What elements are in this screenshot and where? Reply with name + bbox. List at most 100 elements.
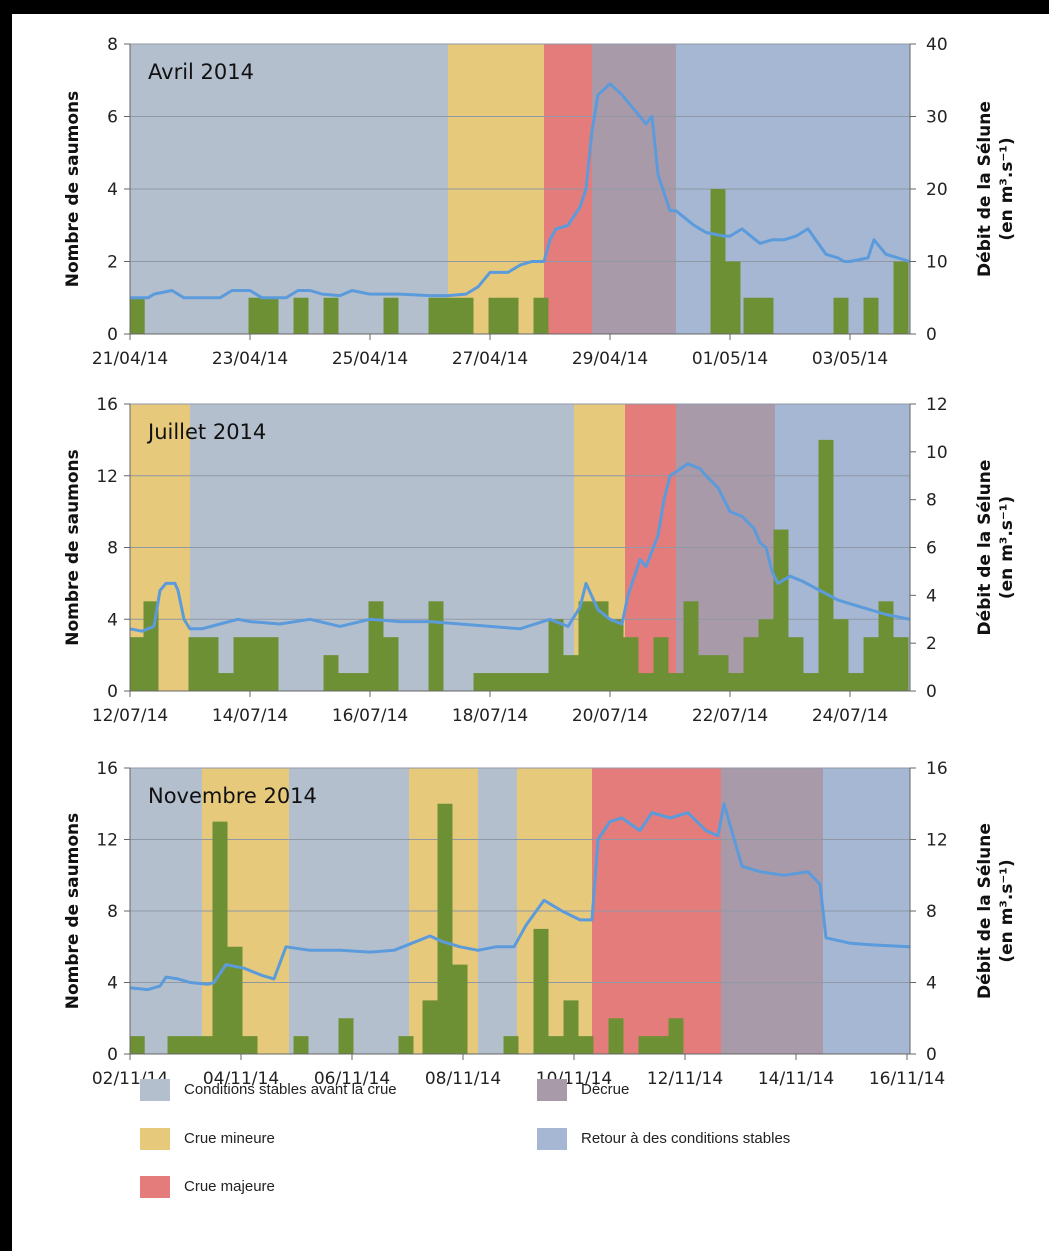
bar [773,529,789,691]
bar [713,655,729,691]
bar [638,673,654,691]
y2-tick-label: 12 [926,831,948,851]
bar [338,1018,354,1054]
x-tick-label: 24/07/14 [812,706,888,726]
bar [818,439,834,691]
y-axis-label: Nombre de saumons [63,91,83,288]
figure-frame: 0 2 4 6 8 0 10 20 30 40 21/04/14 23/04/14 25/04/14 27… [12,14,1049,1251]
y-tick-label: 2 [107,253,118,273]
bar [668,673,684,691]
bar [578,1036,594,1054]
bar [653,637,669,691]
bar [488,673,504,691]
bar [893,261,909,334]
bar [188,637,204,691]
bar [863,297,879,334]
bar [203,637,219,691]
bar [758,619,774,691]
bar [129,297,145,334]
bar [197,1036,213,1054]
y-tick-label: 8 [107,539,118,559]
bar [398,1036,414,1054]
bar [758,297,774,334]
bar [428,297,444,334]
bar [443,297,459,334]
bar [653,1036,669,1054]
y2-tick-label: 10 [926,253,948,273]
bar [129,1036,145,1054]
y-tick-label: 8 [107,35,118,55]
y2-tick-label: 0 [926,1045,937,1065]
bar [893,637,909,691]
bar [533,297,549,334]
bar [518,673,534,691]
y2-tick-label: 30 [926,108,948,128]
bar [803,673,819,691]
y-tick-label: 0 [107,1045,118,1065]
legend-label-stable-before: Conditions stables avant la crue [184,1081,397,1098]
y-axis-label: Nombre de saumons [63,449,83,646]
y2-tick-label: 12 [926,395,948,415]
y2-axis-unit: (en m³.s⁻¹) [997,859,1017,962]
chart-title: Avril 2014 [148,60,254,84]
x-tick-label: 08/11/14 [425,1069,501,1089]
y-tick-label: 4 [107,610,118,630]
bar [323,297,339,334]
bar [848,673,864,691]
bar [293,1036,309,1054]
y2-tick-label: 0 [926,682,937,702]
bar [548,1036,564,1054]
x-tick-label: 20/07/14 [572,706,648,726]
y2-tick-label: 40 [926,35,948,55]
x-tick-label: 22/07/14 [692,706,768,726]
bar [428,601,444,691]
bar [383,637,399,691]
x-tick-label: 16/07/14 [332,706,408,726]
y2-tick-label: 4 [926,974,937,994]
y-tick-label: 6 [107,108,118,128]
bar [227,946,243,1054]
bar [623,637,639,691]
bar [338,673,354,691]
legend-swatch-minor [140,1128,170,1150]
bar [293,297,309,334]
legend-label-return: Retour à des conditions stables [581,1130,791,1147]
legend-swatch-return [537,1128,567,1150]
legend-label-minor: Crue mineure [184,1130,275,1147]
bar [452,964,468,1054]
bar [533,928,549,1054]
bar [503,1036,519,1054]
y2-axis-label: Débit de la Sélune [975,101,995,277]
legend-swatch-major [140,1176,170,1198]
x-tick-label: 03/05/14 [812,349,888,369]
bar [710,189,726,334]
y2-tick-label: 4 [926,586,937,606]
chart-1: 0 2 4 6 8 0 10 20 30 40 21/04/14 23/04/14 25/04/14 27… [63,35,1017,369]
bar [233,637,249,691]
x-tick-label: 25/04/14 [332,349,408,369]
bar [638,1036,654,1054]
chart-title: Novembre 2014 [148,784,317,808]
bar [473,673,489,691]
bar [323,655,339,691]
x-tick-label: 14/07/14 [212,706,288,726]
y2-axis-unit: (en m³.s⁻¹) [997,496,1017,599]
flow-line [129,802,911,992]
x-tick-label: 27/04/14 [452,349,528,369]
y2-tick-label: 0 [926,325,937,345]
y-tick-label: 0 [107,682,118,702]
legend-label-decrue: Décrue [581,1081,630,1098]
bar [353,673,369,691]
y2-tick-label: 10 [926,443,948,463]
bar [563,1000,579,1054]
x-tick-label: 06/11/14 [314,1069,390,1089]
y2-axis-label: Débit de la Sélune [975,823,995,999]
bar [488,297,504,334]
flow-line [130,82,911,300]
y-tick-label: 16 [96,395,118,415]
y-tick-label: 0 [107,325,118,345]
bar [242,1036,258,1054]
bar [218,673,234,691]
